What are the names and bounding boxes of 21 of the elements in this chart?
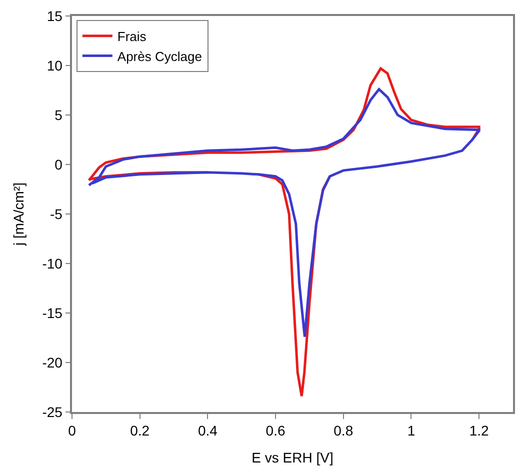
legend-label: Après Cyclage (117, 48, 202, 64)
y-tick-label: 15 (46, 8, 63, 24)
x-tick-label: 1 (407, 422, 416, 439)
y-tick-label: 5 (54, 106, 63, 123)
legend-label: Frais (117, 28, 147, 44)
x-tick-label: 0 (68, 422, 76, 439)
x-tick-label: 0.6 (266, 422, 286, 439)
x-tick-label: 0.8 (334, 422, 354, 439)
y-tick-label: 10 (46, 57, 63, 74)
y-tick-label: -10 (42, 255, 63, 272)
y-tick-label: -15 (42, 304, 63, 321)
line-series (88, 88, 480, 338)
y-tick-label: -20 (42, 354, 63, 370)
y-tick-label: 0 (54, 156, 63, 172)
y-tick-label: -5 (50, 206, 63, 222)
x-tick-label: 0.2 (130, 422, 150, 439)
y-tick-label: -25 (42, 404, 63, 420)
x-tick-label: 0.4 (198, 422, 218, 439)
y-axis-title: j [mA/cm²] (10, 182, 26, 246)
x-tick-label: 1.2 (469, 422, 490, 439)
x-axis-title: E vs ERH [V] (252, 449, 334, 466)
